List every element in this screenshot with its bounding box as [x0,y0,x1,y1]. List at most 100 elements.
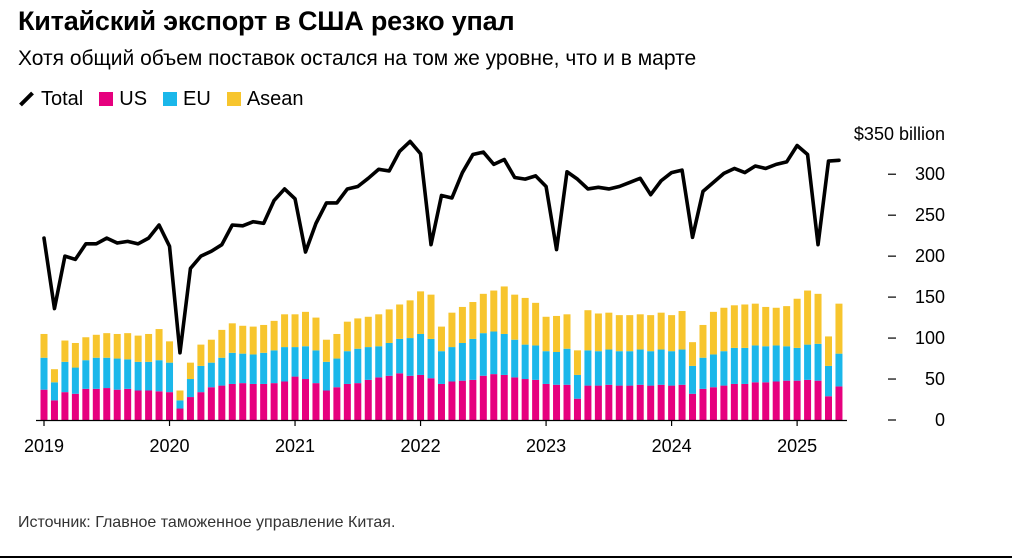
bar-eu-67 [741,347,749,384]
bar-asean-32 [375,314,383,347]
bar-us-26 [312,383,320,420]
bar-asean-8 [124,333,132,360]
bar-eu-73 [804,344,812,380]
bar-eu-65 [720,351,728,386]
bar-us-17 [218,385,226,420]
bar-asean-23 [281,314,289,348]
bar-us-56 [626,385,634,420]
bar-eu-63 [699,357,707,389]
bar-eu-16 [207,362,215,388]
bar-us-21 [260,383,268,420]
y-tick-label: 150 [915,287,945,307]
bar-eu-17 [218,357,226,386]
bar-asean-28 [333,333,341,359]
bar-eu-72 [793,347,801,381]
bar-us-32 [375,377,383,420]
bar-us-33 [385,375,393,420]
bar-asean-24 [291,314,299,348]
legend: Total US EU Asean [18,86,320,112]
bar-asean-52 [584,310,592,351]
bar-us-31 [364,379,372,420]
x-tick-label: 2021 [275,436,315,456]
bar-eu-43 [490,331,498,375]
legend-label-eu: EU [183,87,211,110]
bar-eu-53 [594,351,602,386]
bar-asean-1 [50,369,58,383]
bar-us-47 [532,379,540,420]
bar-eu-54 [605,349,613,385]
bar-eu-76 [835,353,843,387]
bar-eu-0 [40,357,48,390]
bar-us-46 [521,379,529,420]
bar-eu-6 [103,357,111,389]
bar-asean-40 [458,306,466,343]
bar-eu-1 [50,382,58,401]
bar-us-62 [689,393,697,420]
bar-eu-50 [563,348,571,385]
bar-asean-73 [804,290,812,345]
bar-asean-25 [302,311,309,347]
legend-item-us: US [99,88,147,111]
bar-eu-52 [584,350,592,386]
bar-us-34 [396,373,404,420]
bar-us-14 [186,397,194,420]
bar-us-37 [427,378,435,420]
bar-us-15 [197,392,205,420]
bar-us-70 [772,381,780,420]
bar-us-10 [145,390,153,420]
bar-asean-22 [270,320,278,351]
bar-asean-29 [343,321,351,352]
bar-asean-67 [741,304,749,348]
bar-us-69 [762,382,770,420]
chart-subtitle: Хотя общий объем поставок остался на том… [18,47,697,70]
bar-asean-7 [113,333,121,359]
bar-us-57 [636,384,644,420]
bar-asean-31 [364,316,372,348]
bar-asean-48 [542,316,550,352]
bar-asean-9 [134,335,142,362]
bar-eu-55 [615,351,623,386]
bar-asean-53 [594,313,602,352]
bar-eu-4 [82,360,90,389]
bar-asean-69 [762,306,770,347]
bar-us-1 [50,400,58,420]
bar-us-23 [281,381,289,420]
bar-asean-68 [751,303,759,346]
bar-eu-56 [626,351,634,386]
bar-us-4 [82,388,90,420]
us-swatch [99,92,114,106]
bar-us-8 [124,388,132,420]
bar-us-63 [699,388,707,420]
bar-asean-27 [322,339,330,362]
bar-eu-12 [166,362,174,393]
bar-us-36 [417,374,425,420]
bar-us-35 [406,375,414,420]
bar-asean-10 [145,333,153,362]
bar-asean-37 [427,294,435,339]
bar-us-64 [709,387,717,420]
bar-asean-61 [678,311,686,350]
bar-asean-44 [500,286,508,334]
bar-eu-22 [270,350,278,384]
bar-us-18 [228,383,236,420]
source-note: Источник: Главное таможенное управление … [18,514,396,531]
chart-plot: 2019 2020 2021 2022 2023 2024 2025 0 50 100 150 20… [24,124,945,456]
bar-eu-36 [417,333,425,375]
eu-swatch [163,92,178,106]
bar-asean-76 [835,303,843,354]
bar-asean-33 [385,309,393,343]
bar-us-41 [469,379,477,420]
x-tick-label: 2024 [652,436,692,456]
bar-us-49 [553,384,561,420]
bar-eu-29 [343,351,351,384]
bar-us-29 [343,383,351,420]
bar-eu-28 [333,358,341,388]
bar-eu-10 [145,361,153,391]
bar-eu-70 [772,345,780,382]
bar-asean-3 [71,342,79,368]
bar-eu-41 [469,338,477,380]
x-tick-label: 2020 [149,436,189,456]
bar-eu-37 [427,338,435,379]
legend-item-asean: Asean [226,88,304,111]
bar-asean-50 [563,314,571,349]
